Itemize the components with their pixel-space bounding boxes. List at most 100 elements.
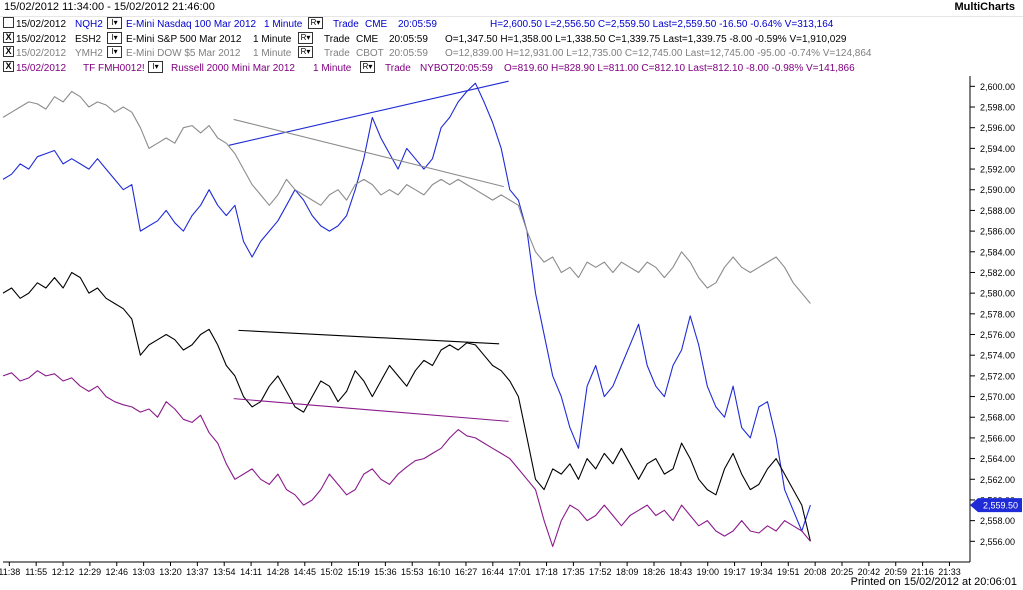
row-ohlc: O=819.60 H=828.90 L=811.00 C=812.10 Last…: [504, 63, 855, 74]
time-tick-label: 18:26: [643, 567, 666, 577]
time-tick-label: 13:20: [159, 567, 182, 577]
price-tick-label: 2,562.00: [980, 475, 1015, 485]
time-tick-label: 16:27: [455, 567, 478, 577]
time-tick-label: 17:35: [562, 567, 585, 577]
time-tick-label: 14:45: [294, 567, 317, 577]
last-price-marker: [970, 498, 1022, 513]
row-kind: Trade: [324, 34, 350, 45]
price-tick-label: 2,590.00: [980, 185, 1015, 195]
time-tick-label: 18:09: [616, 567, 639, 577]
mode-dropdown-button[interactable]: R▾: [308, 17, 323, 29]
status-row-0: 15/02/2012 NQH2 I▾ E-Mini Nasdaq 100 Mar 20…: [0, 17, 1023, 32]
price-tick-label: 2,570.00: [980, 392, 1015, 402]
row-time: 20:05:59: [389, 48, 428, 59]
time-tick-label: 19:51: [777, 567, 800, 577]
time-tick-label: 20:42: [858, 567, 881, 577]
time-tick-label: 15:19: [347, 567, 370, 577]
time-tick-label: 17:52: [589, 567, 612, 577]
row-ohlc: H=2,600.50 L=2,556.50 C=2,559.50 Last=2,…: [490, 19, 834, 30]
date-range-title: 15/02/2012 11:34:00 - 15/02/2012 21:46:0…: [4, 1, 215, 13]
row-exchange: CME: [365, 19, 388, 30]
row-kind: Trade: [324, 48, 350, 59]
price-tick-label: 2,574.00: [980, 351, 1015, 361]
row-kind: Trade: [385, 63, 411, 74]
time-tick-label: 15:53: [401, 567, 424, 577]
row-kind: Trade: [333, 19, 359, 30]
visibility-toggle-icon[interactable]: X: [3, 61, 14, 72]
series-line-tf: [2, 370, 811, 548]
row-ohlc: O=1,347.50 H=1,358.00 L=1,338.50 C=1,339…: [445, 34, 847, 45]
time-tick-label: 20:25: [831, 567, 854, 577]
price-tick-label: 2,580.00: [980, 289, 1015, 299]
series-line-nqh2: [2, 82, 811, 532]
price-tick-label: 2,598.00: [980, 103, 1015, 113]
interval-dropdown-button[interactable]: I▾: [107, 32, 122, 44]
time-tick-label: 16:44: [482, 567, 505, 577]
mode-dropdown-button[interactable]: R▾: [298, 46, 313, 58]
price-tick-label: 2,586.00: [980, 227, 1015, 237]
row-ohlc: O=12,839.00 H=12,931.00 L=12,735.00 C=12…: [445, 48, 872, 59]
time-tick-label: 19:17: [723, 567, 746, 577]
price-tick-label: 2,568.00: [980, 413, 1015, 423]
price-tick-label: 2,564.00: [980, 454, 1015, 464]
time-tick-label: 21:33: [938, 567, 961, 577]
price-tick-label: 2,584.00: [980, 247, 1015, 257]
price-tick-label: 2,566.00: [980, 433, 1015, 443]
price-tick-label: 2,594.00: [980, 144, 1015, 154]
trendline-0: [228, 80, 509, 146]
trendline-3: [233, 398, 509, 422]
time-tick-label: 11:38: [0, 567, 20, 577]
visibility-toggle-icon[interactable]: [3, 17, 14, 28]
price-tick-label: 2,592.00: [980, 165, 1015, 175]
interval-dropdown-button[interactable]: I▾: [148, 61, 163, 73]
row-date: 15/02/2012: [16, 19, 67, 30]
row-time: 20:05:59: [398, 19, 437, 30]
row-description: Russell 2000 Mini Mar 2012: [171, 63, 295, 74]
interval-dropdown-button[interactable]: I▾: [107, 46, 122, 58]
time-tick-label: 19:34: [750, 567, 773, 577]
time-tick-label: 20:59: [884, 567, 907, 577]
time-tick-label: 21:16: [911, 567, 934, 577]
price-tick-label: 2,558.00: [980, 516, 1015, 526]
time-tick-label: 18:43: [670, 567, 693, 577]
price-tick-label: 2,572.00: [980, 371, 1015, 381]
time-tick-label: 17:01: [508, 567, 531, 577]
mode-dropdown-button[interactable]: R▾: [298, 32, 313, 44]
print-footer: Printed on 15/02/2012 at 20:06:01: [850, 576, 1017, 588]
row-exchange: CBOT: [356, 48, 384, 59]
last-price-label: 2,559.50: [983, 501, 1018, 511]
status-row-3: X 15/02/2012 TF FMH0012! I▾ Russell 2000 Min…: [0, 61, 1023, 76]
row-symbol: YMH2: [75, 48, 103, 59]
price-tick-label: 2,578.00: [980, 309, 1015, 319]
price-tick-label: 2,582.00: [980, 268, 1015, 278]
time-tick-label: 13:03: [132, 567, 155, 577]
price-tick-label: 2,588.00: [980, 206, 1015, 216]
row-exchange: NYBOT: [420, 63, 455, 74]
app-brand: MultiCharts: [954, 1, 1016, 13]
row-interval: 1 Minute: [264, 19, 303, 30]
price-tick-label: 2,600.00: [980, 82, 1015, 92]
trendline-1: [233, 118, 505, 188]
series-line-esh2: [2, 271, 811, 542]
interval-dropdown-button[interactable]: I▾: [107, 17, 122, 29]
status-row-2: X 15/02/2012 YMH2 I▾ E-Mini DOW $5 Mar 2012 1…: [0, 46, 1023, 61]
status-row-1: X 15/02/2012 ESH2 I▾ E-Mini S&P 500 Mar 2012…: [0, 32, 1023, 47]
row-description: E-Mini S&P 500 Mar 2012: [126, 34, 242, 45]
time-tick-label: 11:55: [25, 567, 47, 577]
time-tick-label: 14:11: [240, 567, 262, 577]
price-tick-label: 2,576.00: [980, 330, 1015, 340]
time-tick-label: 15:02: [320, 567, 343, 577]
visibility-toggle-icon[interactable]: X: [3, 46, 14, 57]
time-tick-label: 12:29: [79, 567, 102, 577]
time-tick-label: 13:37: [186, 567, 209, 577]
time-tick-label: 13:54: [213, 567, 236, 577]
row-interval: 1 Minute: [253, 34, 292, 45]
mode-dropdown-button[interactable]: R▾: [360, 61, 375, 73]
visibility-toggle-icon[interactable]: X: [3, 32, 14, 43]
row-date: 15/02/2012: [16, 63, 67, 74]
time-tick-label: 19:00: [696, 567, 719, 577]
series-line-ymh2: [2, 90, 811, 304]
time-tick-label: 15:36: [374, 567, 397, 577]
